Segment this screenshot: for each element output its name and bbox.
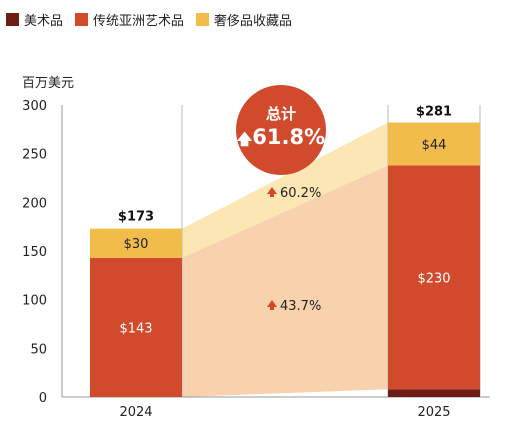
legend-item-luxury: 奢侈品收藏品 (196, 10, 292, 29)
bar-total-label-2024: $173 (118, 210, 154, 225)
bar-total-label-2025: $281 (416, 104, 452, 119)
growth-band-asian-art (182, 165, 388, 397)
total-growth-title: 总计 (265, 105, 296, 123)
y-tick-label-100: 100 (22, 294, 47, 309)
y-tick-label-250: 250 (22, 148, 47, 163)
legend-label-asian-art: 传统亚洲艺术品 (93, 14, 185, 29)
legend-swatch-asian-art (75, 13, 89, 26)
legend-swatch-luxury (196, 13, 210, 26)
legend-swatch-fine-art (6, 13, 19, 26)
growth-label-0: 60.2% (280, 186, 321, 201)
bar-2024-2 (90, 228, 182, 258)
legend-label-luxury: 奢侈品收藏品 (214, 14, 293, 29)
legend-item-fine-art: 美术品 (6, 10, 63, 29)
x-tick-label-2024: 2024 (119, 405, 152, 420)
total-growth-badge: 总计 🡅61.8% (236, 85, 326, 175)
y-tick-label-150: 150 (22, 245, 47, 260)
y-tick-label-200: 200 (22, 196, 47, 211)
bar-value-label-2025-2: $44 (422, 138, 447, 153)
y-axis-unit-label: 百万美元 (22, 76, 75, 91)
total-growth-percent: 61.8% (252, 125, 326, 149)
growth-up-arrow-icon-1 (267, 300, 277, 307)
growth-up-arrow-icon-0 (267, 187, 277, 194)
x-tick-label-2025: 2025 (417, 405, 450, 420)
legend: 美术品 传统亚洲艺术品 奢侈品收藏品 (6, 10, 292, 29)
bar-value-label-2024-2: $30 (124, 237, 149, 252)
growth-band-luxury (182, 122, 388, 258)
legend-label-fine-art: 美术品 (24, 14, 64, 29)
bar-2024-1 (90, 257, 182, 397)
bar-2025-1 (388, 165, 480, 390)
bar-value-label-2025-1: $230 (417, 271, 450, 286)
y-tick-label-0: 0 (39, 391, 47, 406)
growth-up-arrow-stem-0 (270, 193, 274, 197)
bar-value-label-2024-1: $143 (119, 321, 152, 336)
y-tick-label-50: 50 (30, 342, 47, 357)
growth-label-1: 43.7% (280, 299, 321, 314)
total-growth-value: 🡅61.8% (236, 123, 326, 153)
growth-up-arrow-stem-1 (270, 306, 274, 310)
up-arrow-icon: 🡅 (236, 130, 253, 148)
y-tick-label-300: 300 (22, 99, 47, 114)
legend-item-asian-art: 传统亚洲艺术品 (75, 10, 184, 29)
bar-2025-0 (388, 389, 480, 397)
bar-2025-2 (388, 122, 480, 166)
